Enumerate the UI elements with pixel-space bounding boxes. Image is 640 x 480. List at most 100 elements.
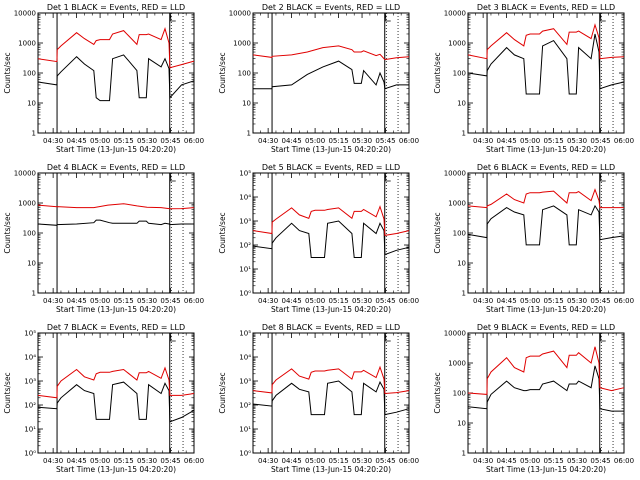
marker-tab xyxy=(170,335,176,342)
x-tick-label: 05:30 xyxy=(137,457,157,465)
x-tick-label: 05:30 xyxy=(352,137,372,145)
marker-tab xyxy=(385,175,391,182)
x-tick-label: 05:45 xyxy=(375,457,395,465)
panel-7: Det 7 BLACK = Events, RED = LLD Counts/s… xyxy=(3,323,204,474)
x-tick-label: 06:00 xyxy=(614,457,634,465)
x-tick-label: 05:15 xyxy=(113,457,133,465)
marker-tab xyxy=(600,15,606,22)
x-tick-label: 06:00 xyxy=(184,457,204,465)
y-tick-label: 10⁰ xyxy=(24,450,36,458)
y-tick-label: 10³ xyxy=(239,218,251,226)
y-tick-label: 10⁰ xyxy=(239,450,251,458)
events-series-line xyxy=(467,365,624,412)
x-tick-label: 05:00 xyxy=(520,297,540,305)
y-axis-title: Counts/sec xyxy=(3,212,12,253)
y-tick-label: 100 xyxy=(23,230,36,238)
marker-tab xyxy=(600,335,606,342)
y-tick-label: 10000 xyxy=(444,170,466,178)
y-tick-label: 10³ xyxy=(24,378,36,386)
y-tick-label: 10⁴ xyxy=(239,354,251,362)
x-tick-label: 04:30 xyxy=(473,297,493,305)
x-tick-label: 05:30 xyxy=(352,297,372,305)
y-axis-title: Counts/sec xyxy=(433,52,442,93)
y-tick-label: 1 xyxy=(32,290,36,298)
x-tick-label: 05:00 xyxy=(90,297,110,305)
x-tick-label: 05:30 xyxy=(137,137,157,145)
x-axis-title: Start Time (13-Jun-15 04:20:20) xyxy=(271,465,391,474)
x-tick-label: 05:30 xyxy=(567,297,587,305)
x-tick-label: 05:45 xyxy=(160,297,180,305)
y-tick-label: 10000 xyxy=(14,170,36,178)
y-tick-label: 10 xyxy=(27,260,36,268)
x-tick-label: 05:00 xyxy=(305,137,325,145)
x-tick-label: 05:15 xyxy=(328,457,348,465)
y-tick-label: 10⁵ xyxy=(239,170,251,178)
x-tick-label: 05:45 xyxy=(375,137,395,145)
x-tick-label: 05:45 xyxy=(590,297,610,305)
y-tick-label: 10² xyxy=(239,402,251,410)
x-axis-title: Start Time (13-Jun-15 04:20:20) xyxy=(271,305,391,314)
y-tick-label: 1 xyxy=(462,290,466,298)
lld-series-line xyxy=(252,205,410,236)
panel-title: Det 4 BLACK = Events, RED = LLD xyxy=(47,163,185,172)
x-tick-label: 04:30 xyxy=(473,137,493,145)
y-tick-label: 10000 xyxy=(444,330,466,338)
x-tick-label: 06:00 xyxy=(399,297,419,305)
y-tick-label: 1000 xyxy=(448,200,466,208)
x-tick-label: 05:00 xyxy=(520,457,540,465)
panel-6: Det 6 BLACK = Events, RED = LLD Counts/s… xyxy=(433,163,634,314)
panel-title: Det 9 BLACK = Events, RED = LLD xyxy=(477,323,615,332)
x-tick-label: 04:30 xyxy=(258,457,278,465)
events-series-line xyxy=(467,204,625,246)
panel-8: Det 8 BLACK = Events, RED = LLD Counts/s… xyxy=(218,323,419,474)
y-tick-label: 1000 xyxy=(448,40,466,48)
x-tick-label: 06:00 xyxy=(614,137,634,145)
panel-2: Det 2 BLACK = Events, RED = LLD Counts/s… xyxy=(218,3,419,154)
x-tick-label: 05:15 xyxy=(328,297,348,305)
marker-tab xyxy=(385,335,391,342)
x-tick-label: 04:45 xyxy=(67,297,87,305)
lld-series-line xyxy=(37,27,195,69)
y-tick-label: 1 xyxy=(462,450,466,458)
x-tick-label: 04:30 xyxy=(43,137,63,145)
x-axis-title: Start Time (13-Jun-15 04:20:20) xyxy=(486,305,606,314)
x-tick-label: 04:30 xyxy=(258,137,278,145)
y-axis-title: Counts/sec xyxy=(218,372,227,413)
x-tick-label: 05:30 xyxy=(137,297,157,305)
x-tick-label: 05:45 xyxy=(160,137,180,145)
marker-tab xyxy=(385,15,391,22)
x-tick-label: 06:00 xyxy=(399,137,419,145)
y-tick-label: 100 xyxy=(23,70,36,78)
x-tick-label: 04:45 xyxy=(67,457,87,465)
panel-title: Det 7 BLACK = Events, RED = LLD xyxy=(47,323,185,332)
x-tick-label: 04:45 xyxy=(282,297,302,305)
y-tick-label: 10⁵ xyxy=(239,330,251,338)
y-tick-label: 10 xyxy=(242,100,251,108)
events-series-line xyxy=(252,380,410,416)
x-axis-title: Start Time (13-Jun-15 04:20:20) xyxy=(56,305,176,314)
y-axis-title: Counts/sec xyxy=(433,372,442,413)
x-tick-label: 05:00 xyxy=(305,297,325,305)
y-tick-label: 10000 xyxy=(14,10,36,18)
x-axis-title: Start Time (13-Jun-15 04:20:20) xyxy=(486,145,606,154)
lld-series-line xyxy=(467,346,625,395)
x-tick-label: 05:45 xyxy=(590,137,610,145)
events-series-line xyxy=(252,220,410,258)
y-tick-label: 10² xyxy=(239,242,251,250)
y-tick-label: 10⁴ xyxy=(24,354,36,362)
panel-5: Det 5 BLACK = Events, RED = LLD Counts/s… xyxy=(218,163,419,314)
x-tick-label: 04:30 xyxy=(258,297,278,305)
x-axis-title: Start Time (13-Jun-15 04:20:20) xyxy=(486,465,606,474)
x-axis-title: Start Time (13-Jun-15 04:20:20) xyxy=(271,145,391,154)
y-tick-label: 10¹ xyxy=(24,426,36,434)
y-tick-label: 1000 xyxy=(18,200,36,208)
events-series-line xyxy=(467,33,625,95)
x-tick-label: 04:45 xyxy=(497,137,517,145)
y-axis-title: Counts/sec xyxy=(3,52,12,93)
lld-series-line xyxy=(467,23,625,60)
events-series-line xyxy=(37,381,195,423)
x-tick-label: 04:45 xyxy=(282,457,302,465)
lld-series-line xyxy=(467,188,624,209)
panel-title: Det 8 BLACK = Events, RED = LLD xyxy=(262,323,400,332)
